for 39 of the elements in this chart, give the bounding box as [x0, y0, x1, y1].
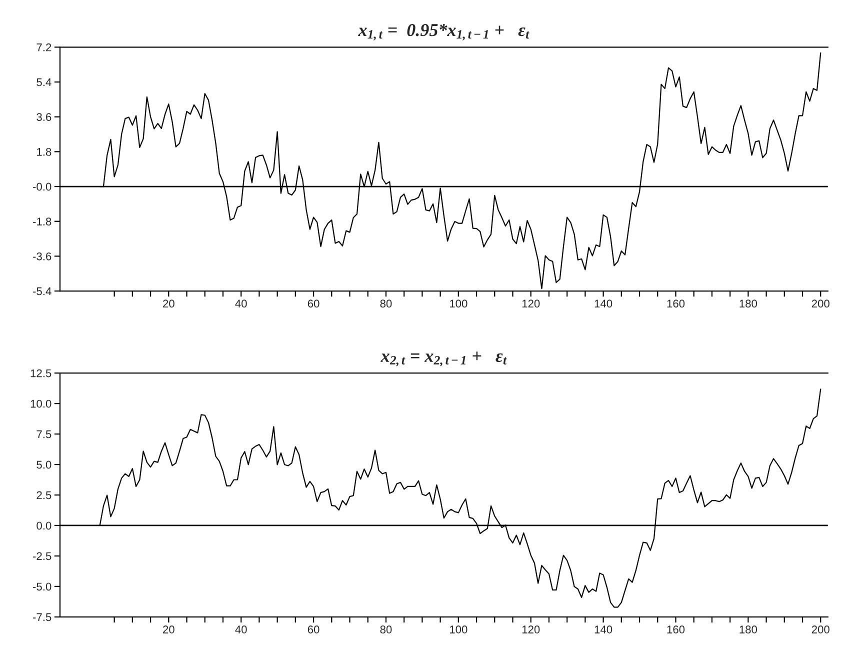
- chart-title: x$_{2,t}$ = x$_{2,t−1}$ + ε$_{t}$: [380, 352, 507, 366]
- y-tick-label: -5.0: [33, 582, 52, 591]
- y-tick-label: -1.8: [33, 218, 52, 226]
- x-tick-label: 140: [594, 626, 612, 634]
- x-tick-label: 80: [380, 626, 392, 634]
- y-tick-label: -2.5: [33, 552, 52, 560]
- y-tick-label: 5.0: [36, 460, 52, 469]
- x-tick-label: 120: [522, 626, 540, 634]
- y-tick-label: 7.5: [36, 430, 52, 438]
- y-tick-label: 3.6: [36, 113, 52, 121]
- y-tick-label: 0.0: [36, 522, 52, 530]
- x-tick-label: 120: [522, 300, 540, 308]
- x-tick-label: 40: [235, 626, 247, 634]
- y-tick-label: 7.2: [36, 43, 52, 52]
- y-tick-label: 12.5: [30, 369, 52, 378]
- x-tick-label: 20: [163, 626, 174, 634]
- y-tick-label: 2.5: [36, 491, 52, 500]
- x-tick-label: 180: [740, 300, 758, 308]
- x-tick-label: 60: [308, 300, 320, 308]
- y-tick-label: 1.8: [37, 148, 52, 156]
- x-tick-label: 100: [450, 300, 468, 308]
- y-tick-label: -5.4: [33, 287, 52, 296]
- x-tick-label: 180: [740, 626, 758, 634]
- y-tick-label: -7.5: [33, 613, 52, 622]
- y-tick-label: -0.0: [33, 182, 52, 191]
- x-tick-label: 40: [235, 300, 247, 308]
- x-tick-label: 140: [594, 300, 612, 308]
- x-tick-label: 80: [380, 300, 392, 308]
- x-tick-label: 60: [308, 626, 320, 634]
- x-tick-label: 200: [812, 300, 830, 308]
- x-tick-label: 160: [667, 300, 685, 308]
- x-tick-label: 100: [450, 626, 468, 634]
- y-tick-label: 10.0: [30, 400, 52, 408]
- x-tick-label: 160: [667, 626, 685, 634]
- y-tick-label: -3.6: [33, 252, 52, 260]
- x-tick-label: 200: [812, 626, 830, 634]
- x-tick-label: 20: [163, 300, 174, 308]
- chart-title: x$_{1,t}$ = 0.95*x$_{1,t−1}$ + ε$_{t}$: [358, 24, 530, 40]
- y-tick-label: 5.4: [36, 78, 52, 86]
